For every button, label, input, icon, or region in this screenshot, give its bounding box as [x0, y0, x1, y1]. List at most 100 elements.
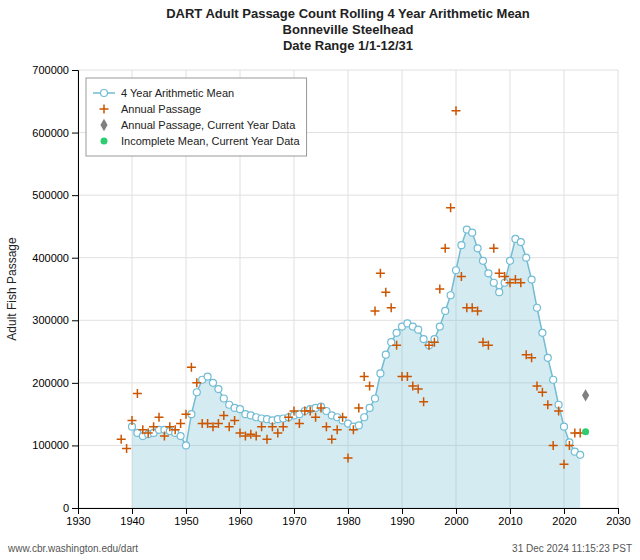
point — [149, 422, 158, 431]
point — [392, 341, 401, 350]
tick-label: 1980 — [336, 515, 360, 527]
point — [327, 435, 336, 444]
point — [453, 267, 460, 274]
point — [538, 388, 547, 397]
point — [516, 278, 525, 287]
legend-swatch-marker — [100, 105, 109, 114]
annotation: 31 Dec 2024 11:15:23 PST — [512, 543, 632, 554]
point — [446, 203, 455, 212]
legend-item: Incomplete Mean, Current Year Data — [101, 135, 301, 147]
x-tick: 1940 — [120, 508, 144, 527]
point — [415, 326, 422, 333]
y-tick: 300000 — [32, 314, 78, 326]
title-group: DART Adult Passage Count Rolling 4 Year … — [166, 6, 530, 53]
point — [442, 307, 449, 314]
grid — [78, 70, 618, 508]
point — [527, 353, 536, 362]
point — [160, 432, 169, 441]
title: Date Range 1/1-12/31 — [283, 38, 413, 53]
point — [361, 414, 368, 421]
point — [543, 400, 552, 409]
point — [366, 404, 373, 411]
point — [534, 304, 541, 311]
point — [565, 441, 574, 450]
point — [372, 395, 379, 402]
tick-label: 2020 — [552, 515, 576, 527]
point — [354, 403, 363, 412]
point — [365, 381, 374, 390]
point — [225, 422, 234, 431]
tick-label: 200000 — [32, 377, 69, 389]
legend-label: Incomplete Mean, Current Year Data — [121, 135, 300, 147]
point — [560, 460, 569, 469]
point — [122, 444, 131, 453]
tick-mark — [240, 508, 241, 514]
y-tick: 200000 — [32, 377, 78, 389]
point — [155, 413, 164, 422]
point — [523, 254, 530, 261]
legend-swatch-marker — [100, 119, 107, 131]
tick-label: 700000 — [32, 64, 69, 76]
point — [371, 306, 380, 315]
tick-label: 1990 — [390, 515, 414, 527]
point — [344, 453, 353, 462]
point — [317, 403, 326, 412]
point — [500, 272, 509, 281]
marks — [117, 106, 590, 508]
x-tick: 1950 — [174, 508, 198, 527]
point — [192, 378, 201, 387]
area — [132, 230, 580, 508]
title: DART Adult Passage Count Rolling 4 Year … — [166, 6, 530, 21]
tick-mark — [348, 508, 349, 514]
point — [355, 422, 362, 429]
point — [539, 329, 546, 336]
tick-mark — [72, 258, 78, 259]
x-tick: 2010 — [498, 508, 522, 527]
point — [447, 292, 454, 299]
tick-mark — [72, 383, 78, 384]
legend-box — [86, 78, 307, 156]
tick-mark — [510, 508, 511, 514]
point — [435, 285, 444, 294]
point — [484, 341, 493, 350]
point — [490, 279, 497, 286]
point — [204, 373, 211, 380]
point — [187, 363, 196, 372]
legend-item: Annual Passage — [100, 103, 202, 115]
y-tick: 400000 — [32, 252, 78, 264]
point — [220, 395, 227, 402]
point — [177, 433, 184, 440]
point — [496, 289, 503, 296]
point — [268, 422, 277, 431]
point — [382, 351, 389, 358]
point — [544, 354, 551, 361]
point — [183, 442, 190, 449]
point — [273, 428, 282, 437]
point — [549, 441, 558, 450]
point — [214, 419, 223, 428]
point — [582, 428, 589, 435]
legend-item: 4 Year Arithmetic Mean — [93, 87, 234, 99]
point — [436, 323, 443, 330]
point — [469, 229, 476, 236]
tick-label: 1960 — [228, 515, 252, 527]
x-tick: 2030 — [606, 508, 630, 527]
point — [441, 244, 450, 253]
tick-mark — [402, 508, 403, 514]
legend-label: Annual Passage, Current Year Data — [121, 119, 296, 131]
point — [550, 376, 557, 383]
point — [128, 416, 137, 425]
tick-label: 2030 — [606, 515, 630, 527]
point — [290, 407, 299, 416]
tick-mark — [72, 508, 78, 509]
x-tick: 1980 — [336, 508, 360, 527]
series-0 — [129, 226, 584, 508]
point — [430, 338, 439, 347]
point — [144, 428, 153, 437]
tick-mark — [72, 133, 78, 134]
y-axis: 0100000200000300000400000500000600000700… — [32, 64, 78, 514]
point — [554, 407, 563, 416]
tick-mark — [186, 508, 187, 514]
plot-area: 1930194019501960197019801990200020102020… — [32, 64, 630, 527]
chart-svg: 1930194019501960197019801990200020102020… — [0, 0, 640, 560]
